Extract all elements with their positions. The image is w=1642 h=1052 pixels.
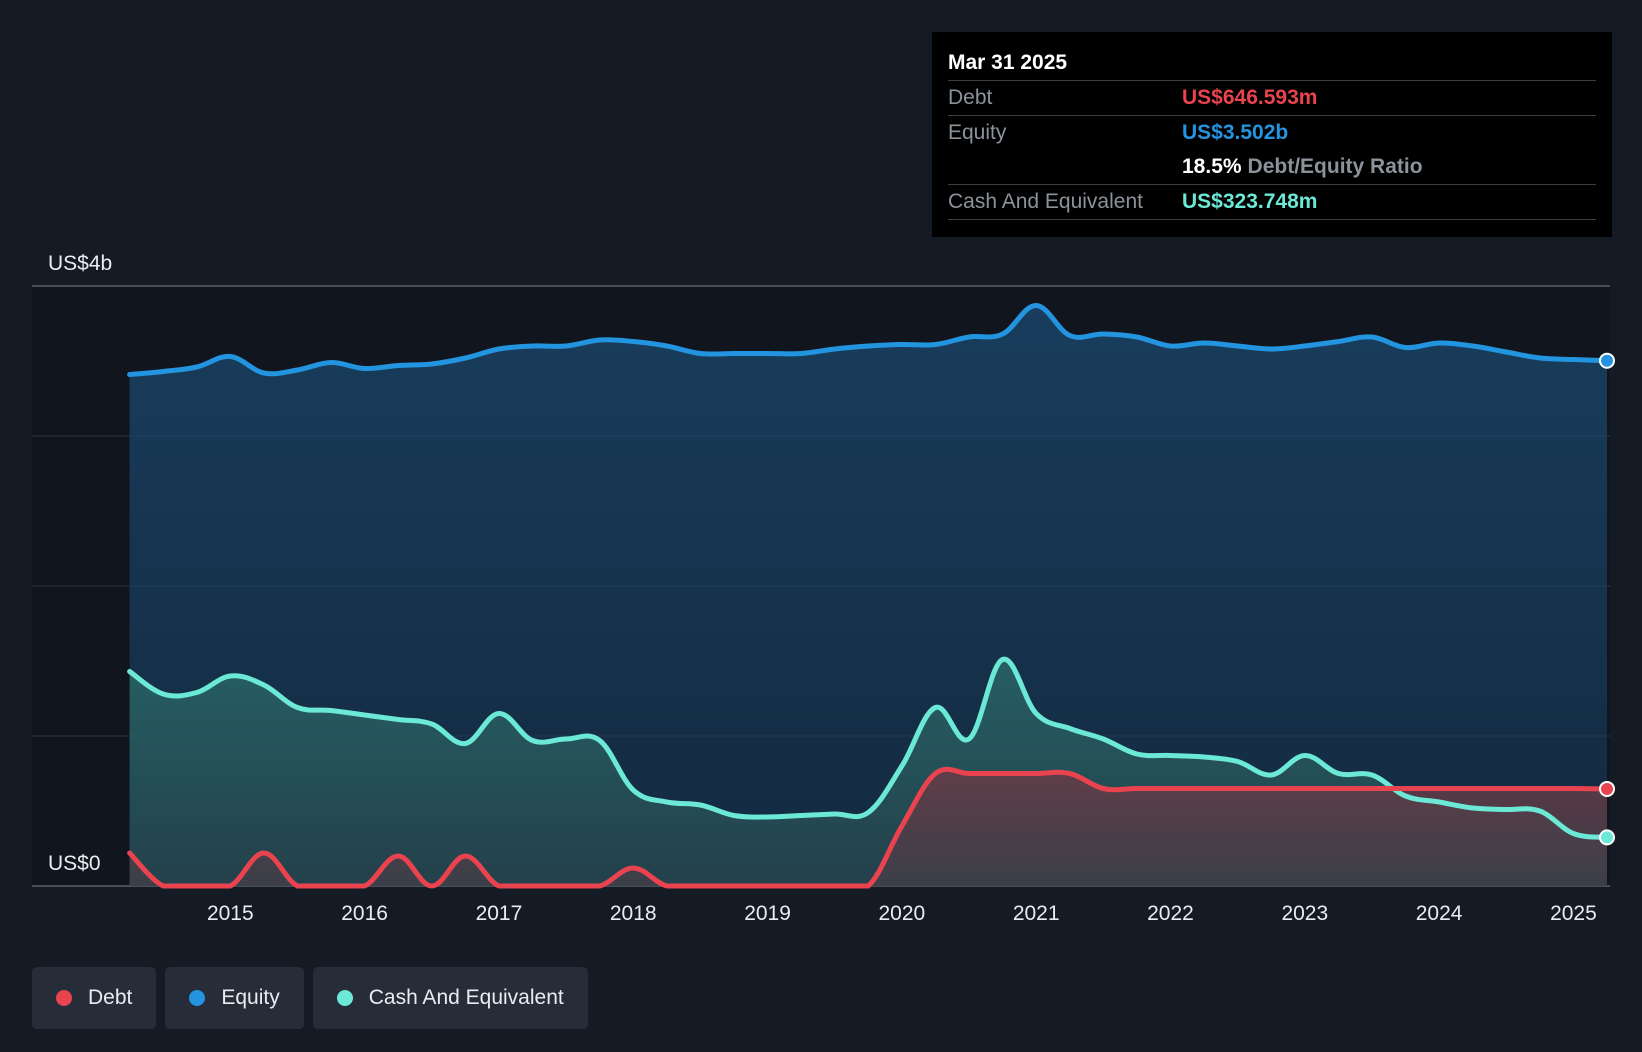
x-tick-label-2018: 2018 — [610, 902, 657, 925]
cash-dot-icon — [336, 990, 353, 1006]
legend-item-equity[interactable]: Equity — [165, 967, 304, 1029]
x-tick-label-2024: 2024 — [1416, 902, 1463, 925]
tooltip-debt-label: Debt — [948, 86, 993, 109]
x-tick-label-2022: 2022 — [1147, 902, 1194, 925]
y-axis-top-label: US$4b — [48, 252, 112, 275]
debt-dot-icon — [56, 990, 72, 1006]
x-tick-label-2020: 2020 — [879, 902, 926, 925]
tooltip-equity-row: Equity US$3.502b — [948, 116, 1596, 150]
legend: Debt Equity Cash And Equivalent — [32, 967, 588, 1029]
series-lines — [127, 302, 1610, 889]
tooltip-ratio-label: Debt/Equity Ratio — [1247, 155, 1423, 178]
legend-item-cash[interactable]: Cash And Equivalent — [312, 967, 588, 1029]
end-markers — [1599, 352, 1615, 846]
y-axis-bottom-label: US$0 — [48, 852, 101, 875]
tooltip-ratio-row: 18.5% Debt/Equity Ratio — [948, 150, 1596, 185]
tooltip-equity-value: US$3.502b — [1182, 121, 1289, 144]
x-tick-label-2025: 2025 — [1550, 902, 1597, 925]
tooltip-date: Mar 31 2025 — [948, 46, 1596, 81]
series-areas — [129, 305, 1608, 887]
equity-end-marker — [1599, 352, 1615, 369]
x-tick-label-2015: 2015 — [207, 902, 254, 925]
tooltip-equity-label: Equity — [948, 121, 1007, 144]
legend-label-cash: Cash And Equivalent — [368, 986, 564, 1009]
equity-line — [127, 302, 1610, 377]
cash-end-marker — [1599, 829, 1615, 846]
x-tick-label-2019: 2019 — [744, 902, 791, 925]
legend-item-debt[interactable]: Debt — [32, 967, 157, 1029]
legend-label-debt: Debt — [88, 986, 133, 1009]
debt-area — [129, 769, 1608, 886]
x-tick-label-2021: 2021 — [1013, 902, 1060, 925]
tooltip-debt-row: Debt US$646.593m — [948, 81, 1596, 116]
tooltip-cash-row: Cash And Equivalent US$323.748m — [948, 185, 1596, 220]
x-tick-label-2023: 2023 — [1281, 902, 1328, 925]
tooltip-ratio-spacer — [948, 150, 1182, 184]
debt-line — [127, 766, 1610, 889]
tooltip-cash-value: US$323.748m — [1182, 190, 1318, 213]
debt-end-marker — [1599, 780, 1615, 797]
x-tick-label-2017: 2017 — [476, 902, 523, 925]
tooltip-cash-label: Cash And Equivalent — [948, 190, 1143, 213]
legend-label-equity: Equity — [221, 986, 280, 1009]
cash-line — [127, 656, 1610, 840]
x-axis-ticks: 2015 2016 2017 2018 2019 2020 2021 2022 2023 2024… — [207, 902, 1597, 925]
equity-dot-icon — [189, 990, 206, 1006]
x-tick-label-2016: 2016 — [341, 902, 388, 925]
tooltip-debt-value: US$646.593m — [1182, 86, 1318, 109]
tooltip-ratio-value: 18.5% — [1182, 155, 1242, 178]
tooltip-panel: Mar 31 2025 Debt US$646.593m Equity US$3… — [932, 32, 1612, 237]
